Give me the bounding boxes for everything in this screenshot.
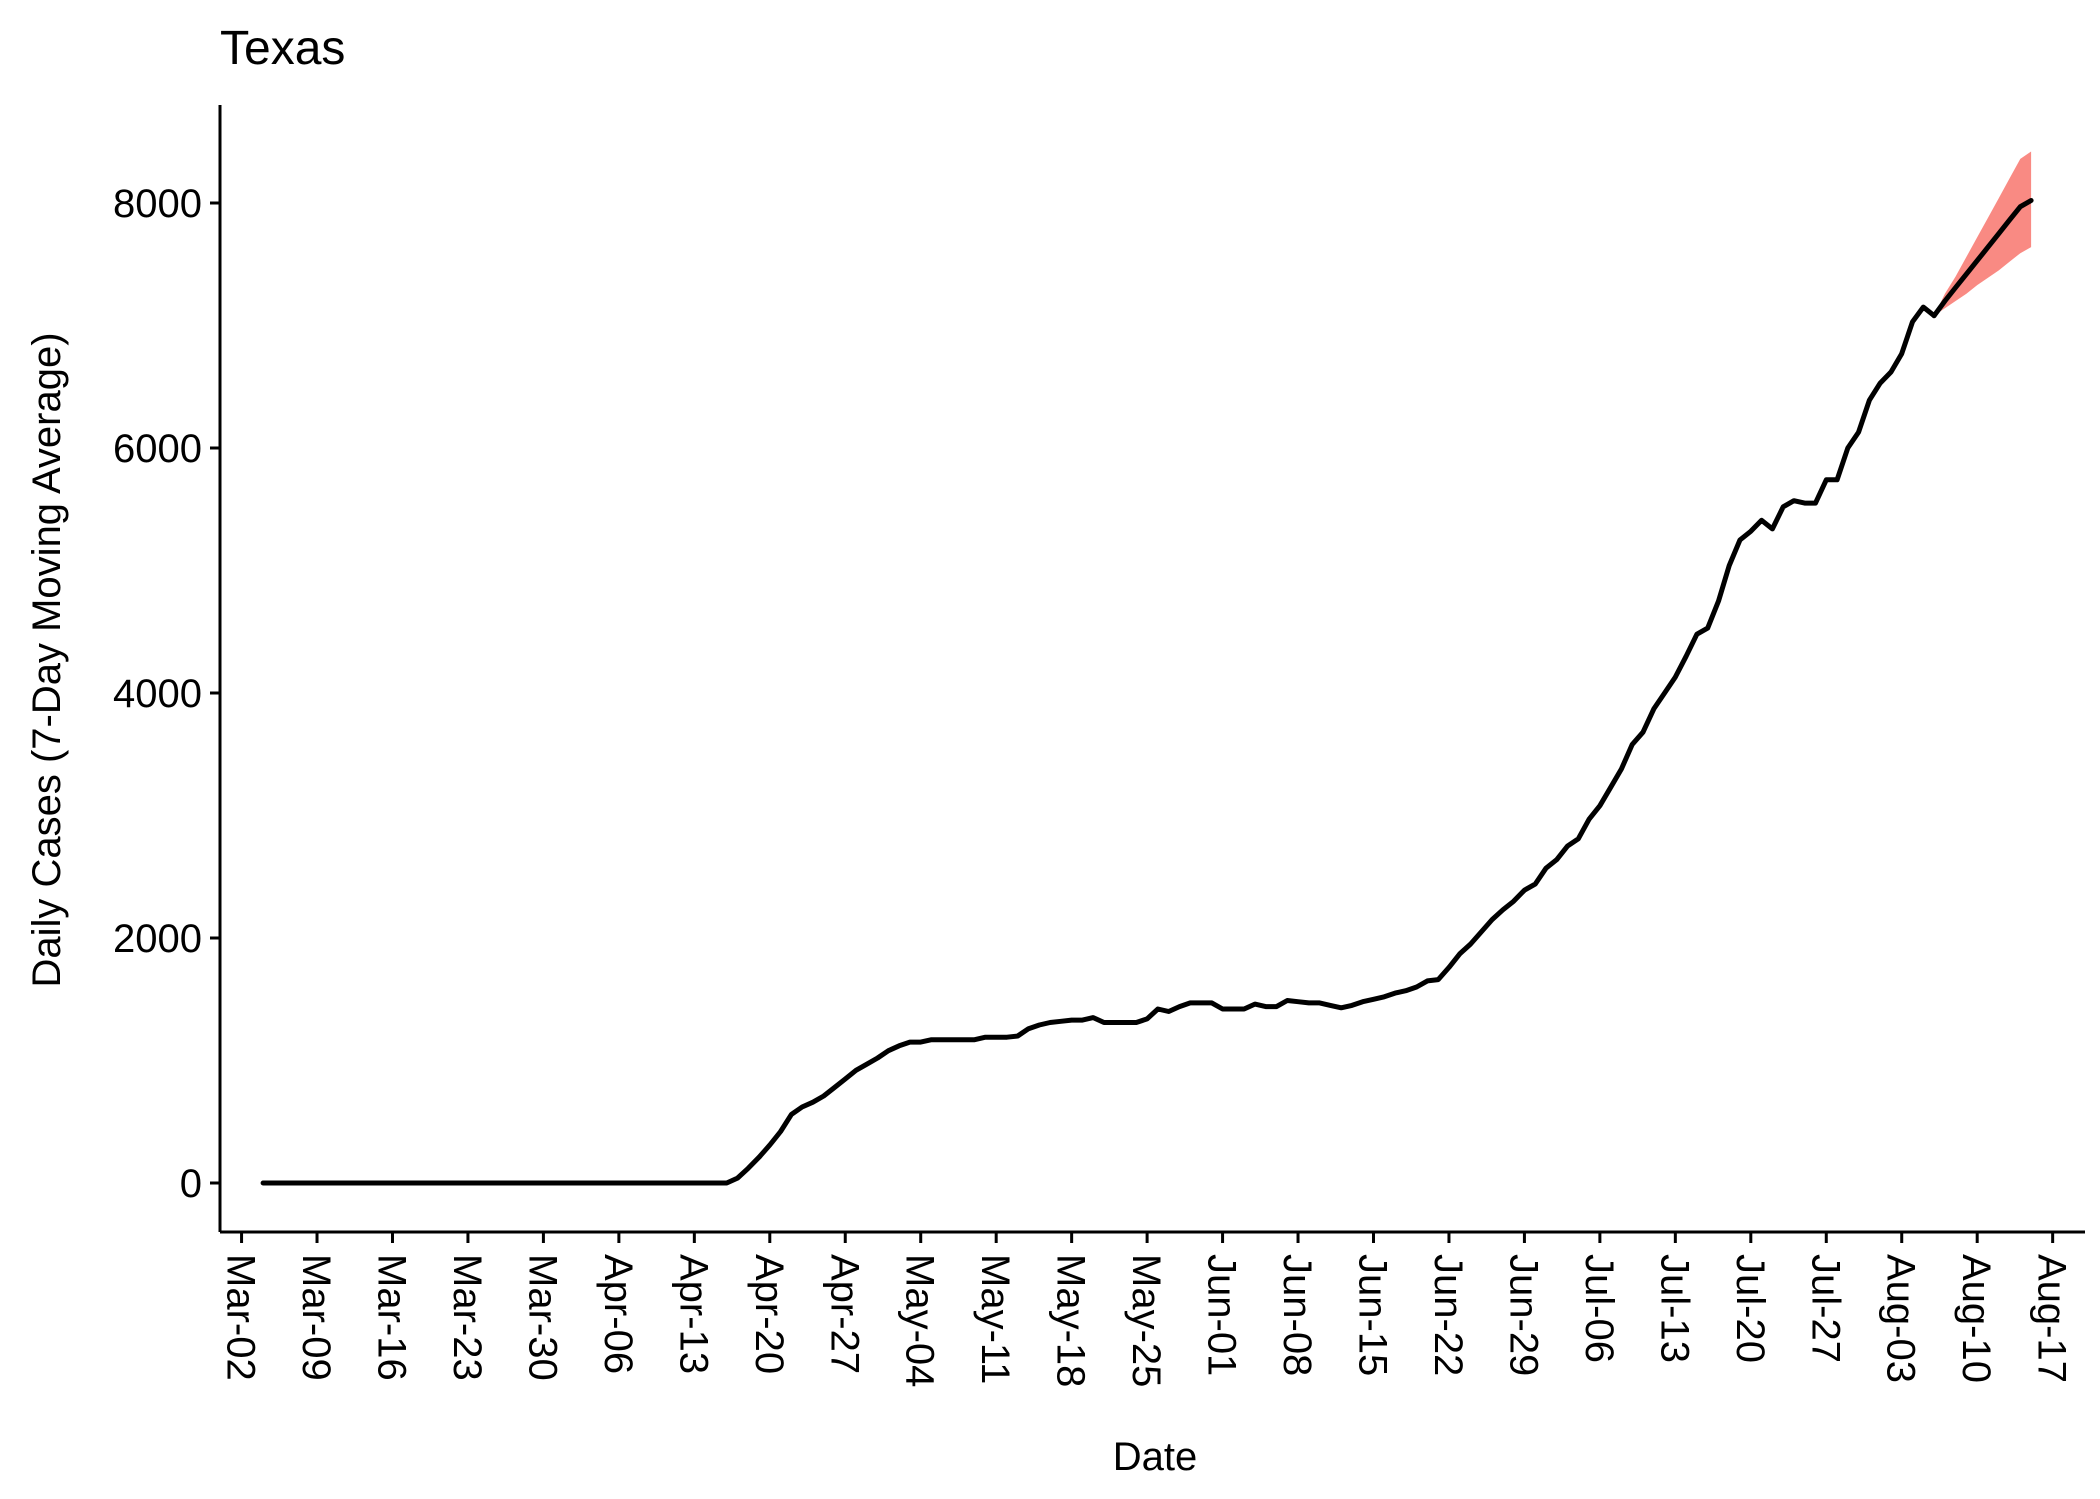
x-tick-label: Jul-06 (1577, 1254, 1621, 1363)
x-tick-label: Aug-10 (1954, 1254, 1998, 1383)
y-tick-label: 6000 (113, 427, 202, 471)
y-tick-label: 0 (180, 1162, 202, 1206)
x-tick-label: Mar-30 (520, 1254, 564, 1381)
x-tick-label: Jul-13 (1652, 1254, 1696, 1363)
y-tick-label: 2000 (113, 917, 202, 961)
x-tick-label: May-11 (973, 1254, 1017, 1384)
x-tick-label: Apr-06 (596, 1254, 640, 1374)
series-line-observed (260, 304, 1937, 1186)
x-tick-label: Jun-15 (1351, 1254, 1395, 1376)
x-tick-label: Apr-27 (822, 1254, 866, 1374)
x-tick-label: Jul-20 (1728, 1254, 1772, 1363)
chart-title: Texas (220, 22, 345, 75)
x-tick-label: Jun-29 (1501, 1254, 1545, 1376)
x-tick-label: Mar-02 (219, 1254, 263, 1381)
x-tick-label: Apr-20 (747, 1254, 791, 1374)
projection-interval-band (1934, 151, 2032, 316)
x-tick-label: May-04 (898, 1254, 942, 1387)
x-tick-label: Jun-08 (1275, 1254, 1319, 1376)
y-tick-label: 8000 (113, 182, 202, 226)
y-tick-label: 4000 (113, 672, 202, 716)
x-tick-label: May-18 (1049, 1254, 1093, 1387)
x-tick-label: Aug-17 (2030, 1254, 2074, 1383)
x-tick-label: Mar-23 (445, 1254, 489, 1381)
series-line-projection (1931, 198, 2034, 319)
x-axis: Mar-02 Mar-09 Mar-16 Mar-23 Mar-30 Apr-06 Apr-… (219, 1230, 2085, 1387)
y-axis: 0 2000 4000 6000 8000 (113, 105, 222, 1232)
x-tick-label: Jun-22 (1426, 1254, 1470, 1376)
plot-area (260, 151, 2034, 1186)
x-tick-label: Mar-09 (294, 1254, 338, 1381)
x-tick-label: Aug-03 (1879, 1254, 1923, 1383)
x-tick-label: Mar-16 (370, 1254, 414, 1381)
x-tick-label: May-25 (1124, 1254, 1168, 1387)
y-axis-label: Daily Cases (7-Day Moving Average) (25, 332, 69, 987)
x-tick-label: Jun-01 (1200, 1254, 1244, 1376)
x-tick-label: Jul-27 (1803, 1254, 1847, 1363)
x-axis-label: Date (1113, 1435, 1198, 1479)
x-tick-label: Apr-13 (671, 1254, 715, 1374)
